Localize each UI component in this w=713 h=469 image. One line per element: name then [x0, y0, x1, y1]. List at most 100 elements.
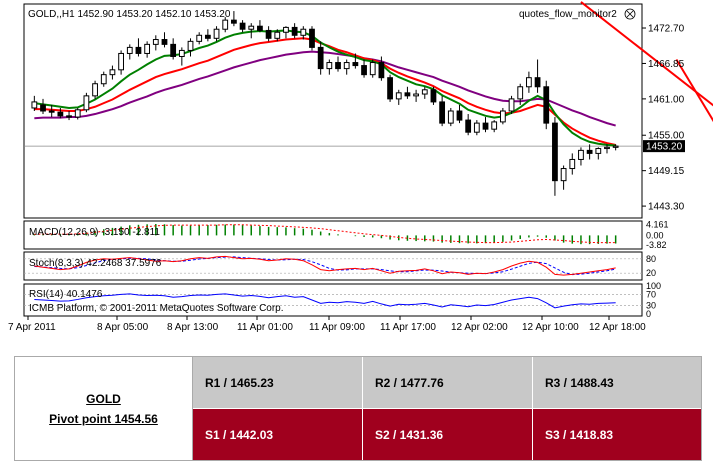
candle-body — [309, 28, 315, 48]
candle-body — [612, 145, 619, 148]
ma-fast-line — [34, 29, 616, 147]
candle-body — [83, 95, 90, 111]
ma-slow-line — [34, 50, 616, 127]
pivot-point-label: Pivot point 1454.56 — [49, 411, 158, 426]
candle-body — [213, 28, 220, 39]
candle-body — [231, 19, 237, 24]
stoch-tick-label: 20 — [646, 268, 656, 278]
pivot-cell: GOLD Pivot point 1454.56 — [15, 357, 193, 460]
candle-body — [595, 148, 602, 154]
candle-body — [152, 39, 159, 45]
candle-body — [526, 77, 532, 88]
rsi-tick-label: 0 — [646, 309, 651, 319]
stoch-k-line — [34, 255, 616, 276]
candle-body — [248, 25, 255, 30]
candle-body — [57, 111, 64, 117]
candle-body — [560, 168, 567, 182]
trend-line — [580, 1, 713, 107]
current-price-label: 1453.20 — [646, 142, 683, 153]
x-tick-label: 12 Apr 18:00 — [589, 322, 646, 333]
axis-layer: 1472.70 1466.85 1461.00 1455.00 1449.15 1443.… — [8, 24, 685, 333]
candle-body — [413, 93, 419, 97]
rsi-label: RSI(14) 40.1476 — [29, 289, 103, 300]
candle-body — [491, 121, 498, 130]
candle-body — [404, 92, 411, 97]
trend-line — [675, 58, 713, 123]
price-tick-label: 1461.00 — [648, 94, 685, 105]
candle-body — [144, 43, 151, 54]
candle-body — [283, 26, 289, 33]
stoch-tick-label: 80 — [646, 254, 656, 264]
r1-cell: R1 / 1465.23 — [193, 357, 362, 408]
x-tick-label: 11 Apr 17:00 — [380, 322, 436, 333]
close-chart-icon[interactable] — [624, 8, 636, 20]
candles — [31, 11, 619, 196]
candle-body — [465, 119, 472, 133]
candle-body — [222, 19, 229, 30]
candle-body — [552, 122, 558, 182]
candle-body — [291, 26, 298, 36]
candle-body — [569, 158, 576, 170]
x-tick-label: 11 Apr 09:00 — [309, 322, 365, 333]
candle-body — [343, 62, 350, 70]
candle-body — [31, 101, 38, 109]
candle-body — [421, 89, 428, 95]
candle-body — [335, 62, 341, 70]
candle-body — [178, 49, 185, 57]
indicator-layer — [33, 224, 617, 309]
trend-lines — [580, 1, 713, 123]
main-panel-frame — [23, 3, 643, 219]
candle-body — [239, 22, 246, 30]
grid-layer — [24, 145, 642, 306]
candle-body — [482, 122, 489, 130]
candle-body — [274, 31, 281, 39]
candle-body — [387, 77, 393, 100]
candle-body — [196, 34, 203, 42]
candle-body — [352, 62, 359, 67]
pivot-table: GOLD Pivot point 1454.56 R1 / 1465.23 R2… — [14, 356, 702, 461]
copyright-label: ICMB Platform, © 2001-2011 MetaQuotes So… — [29, 303, 284, 314]
candle-body — [369, 62, 376, 76]
macd-tick-label: -3.82 — [646, 240, 667, 250]
candle-body — [48, 110, 55, 113]
chart-header: GOLD,,H1 1452.90 1453.20 1452.10 1453.20 — [28, 9, 231, 20]
rsi-tick-label: 30 — [646, 301, 656, 311]
candle-body — [161, 39, 168, 45]
candle-body — [604, 146, 610, 150]
candle-body — [517, 86, 524, 100]
candle-body — [543, 86, 550, 124]
candle-body — [395, 92, 402, 100]
candle-body — [499, 110, 506, 123]
candle-body — [118, 52, 124, 71]
candle-body — [187, 40, 194, 51]
price-tick-label: 1449.15 — [648, 166, 685, 177]
x-tick-label: 8 Apr 05:00 — [97, 322, 149, 333]
candle-body — [508, 98, 515, 112]
stoch-panel-frame — [23, 251, 643, 281]
candle-body — [439, 101, 446, 124]
candle-body — [534, 77, 541, 88]
candle-body — [92, 83, 98, 97]
candle-body — [578, 149, 584, 160]
candle-body — [126, 46, 133, 54]
candle-body — [170, 43, 177, 57]
stoch-label: Stoch(8,3,3) 42.2468 37.5976 — [29, 258, 162, 269]
candle-body — [447, 110, 454, 124]
price-tick-label: 1466.85 — [648, 59, 685, 70]
rsi-tick-label: 70 — [646, 289, 656, 299]
candle-body — [204, 34, 211, 39]
candle-body — [135, 46, 142, 54]
chart-canvas: 1472.70 1466.85 1461.00 1455.00 1449.15 1443.… — [8, 1, 713, 333]
candle-body — [74, 109, 81, 118]
rsi-panel-frame — [23, 283, 643, 317]
candle-body — [326, 62, 333, 70]
macd-signal-line — [34, 224, 616, 244]
x-tick-label: 7 Apr 2011 — [8, 322, 56, 333]
s1-cell: S1 / 1442.03 — [193, 409, 362, 460]
r3-cell: R3 / 1488.43 — [533, 357, 701, 408]
candle-body — [473, 122, 480, 133]
current-price-box — [643, 140, 685, 153]
candle-body — [586, 149, 593, 154]
x-tick-label: 11 Apr 01:00 — [237, 322, 293, 333]
candle-body — [265, 29, 272, 39]
